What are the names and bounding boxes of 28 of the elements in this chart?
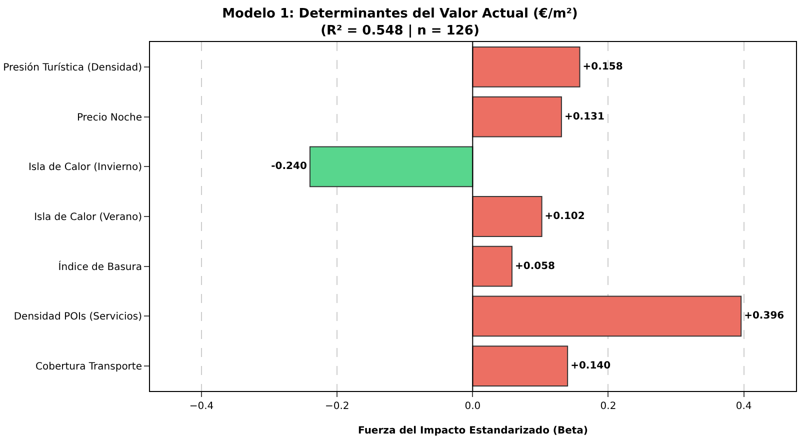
bar: [472, 296, 742, 337]
bar: [309, 146, 474, 188]
y-tick-label: Densidad POIs (Servicios): [14, 312, 142, 323]
x-tick-label: 0.2: [600, 401, 616, 412]
y-tick-label: Índice de Basura: [58, 260, 142, 273]
bar: [472, 46, 580, 88]
data-label: -0.240: [271, 161, 307, 172]
y-tick-label: Isla de Calor (Verano): [34, 212, 142, 223]
bar: [472, 96, 562, 138]
x-axis-title: Fuerza del Impacto Estandarizado (Beta): [358, 426, 588, 436]
x-tick-label: −0.2: [324, 401, 350, 412]
y-tick-label: Isla de Calor (Invierno): [28, 162, 142, 174]
x-tick-label: −0.4: [189, 401, 214, 412]
data-label: +0.140: [570, 360, 611, 372]
y-tick-label: Presión Turística (Densidad): [3, 62, 142, 74]
data-label: +0.131: [564, 111, 605, 122]
data-label: +0.158: [582, 61, 623, 72]
x-tick-label: 0.0: [464, 401, 481, 412]
data-label: +0.396: [744, 310, 784, 322]
chart-title: Modelo 1: Determinantes del Valor Actual (€/m²) (R² = 0.548 | n = 126): [222, 6, 578, 38]
y-tick-label: Precio Noche: [76, 112, 142, 124]
data-label: +0.102: [544, 211, 585, 222]
x-tick-label: 0.4: [736, 401, 752, 412]
bar: [472, 246, 512, 287]
bar: [472, 196, 542, 237]
data-label: +0.058: [514, 260, 556, 272]
bar: [472, 346, 568, 387]
y-tick-label: Cobertura Transporte: [36, 362, 142, 373]
